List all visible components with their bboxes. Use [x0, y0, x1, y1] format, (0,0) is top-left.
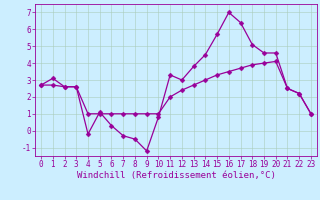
X-axis label: Windchill (Refroidissement éolien,°C): Windchill (Refroidissement éolien,°C) — [76, 171, 276, 180]
